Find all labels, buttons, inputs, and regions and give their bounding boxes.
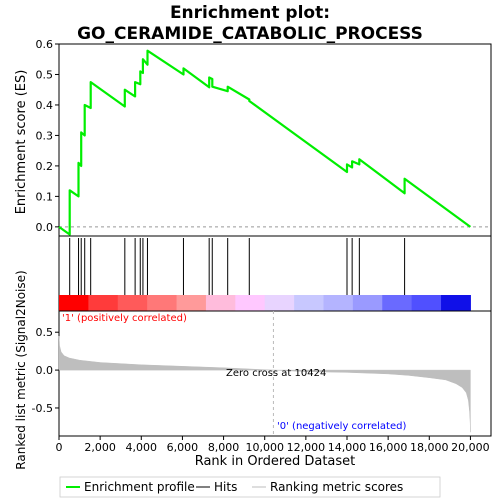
zero-cross-label: Zero cross at 10424 [226,368,326,379]
ranking-metric-area [58,335,471,433]
metric-y-tick-label: 0.0 [36,364,54,377]
colorbar-segment [235,295,266,311]
x-tick-label: 2,000 [84,441,116,454]
es-plot-frame [58,43,492,237]
es-y-tick-label: 0.4 [36,99,54,112]
es-y-tick-label: 0.5 [36,68,54,81]
x-tick-label: 18,000 [410,441,449,454]
colorbar-segment [59,295,89,311]
es-y-tick-label: 0.0 [36,221,54,234]
colorbar-segment [88,295,119,311]
colorbar-segment [294,295,324,311]
chart-title-line-2: GO_CERAMIDE_CATABOLIC_PROCESS [77,24,423,44]
x-tick-label: 6,000 [167,441,199,454]
colorbar-segment [264,295,295,311]
legend-enrichment-label: Enrichment profile [84,480,195,494]
colorbar-segment [176,295,207,311]
metric-y-tick-label: -0.5 [32,402,53,415]
x-tick-label: 14,000 [328,441,367,454]
negative-correlated-label: '0' (negatively correlated) [277,421,406,432]
legend-box [59,476,441,498]
metric-plot-frame [58,310,492,437]
x-tick-label: 4,000 [126,441,158,454]
x-tick-label: 8,000 [208,441,240,454]
positive-correlated-label: '1' (positively correlated) [62,313,187,324]
colorbar-segment [441,295,471,311]
x-tick-label: 12,000 [287,441,326,454]
hits-panel [58,235,492,312]
metric-y-tick-label: 0.5 [36,326,54,339]
x-tick-label: 20,000 [451,441,490,454]
es-y-tick-label: 0.6 [36,38,54,51]
colorbar-segment [205,295,236,311]
colorbar-segment [323,295,354,311]
colorbar-segment [411,295,442,311]
legend-metric-label: Ranking metric scores [270,480,403,494]
es-panel: 0.0 0.1 0.2 0.3 0.4 0.5 0.6 [36,38,492,237]
colorbar-segment [117,295,148,311]
x-tick-label: 16,000 [369,441,408,454]
legend-hits-label: Hits [214,480,237,494]
es-y-tick-label: 0.3 [36,129,54,142]
metric-panel: -0.5 0.0 0.5 0 2,000 4,000 6,000 8,000 10,000 12,… [32,310,492,454]
es-y-tick-label: 0.2 [36,160,54,173]
colorbar-segment [147,295,178,311]
x-tick-label: 10,000 [245,441,284,454]
x-tick-label: 0 [56,441,63,454]
chart-title-line-1: Enrichment plot: [170,3,330,23]
es-axis-label: Enrichment score (ES) [14,70,29,215]
colorbar-segment [352,295,383,311]
legend: Enrichment profile Hits Ranking metric s… [59,476,441,498]
enrichment-profile-line [58,49,472,236]
colorbar-segment [382,295,413,311]
metric-axis-label: Ranked list metric (Signal2Noise) [14,270,28,469]
x-axis-label: Rank in Ordered Dataset [195,454,356,469]
es-y-tick-label: 0.1 [36,190,54,203]
